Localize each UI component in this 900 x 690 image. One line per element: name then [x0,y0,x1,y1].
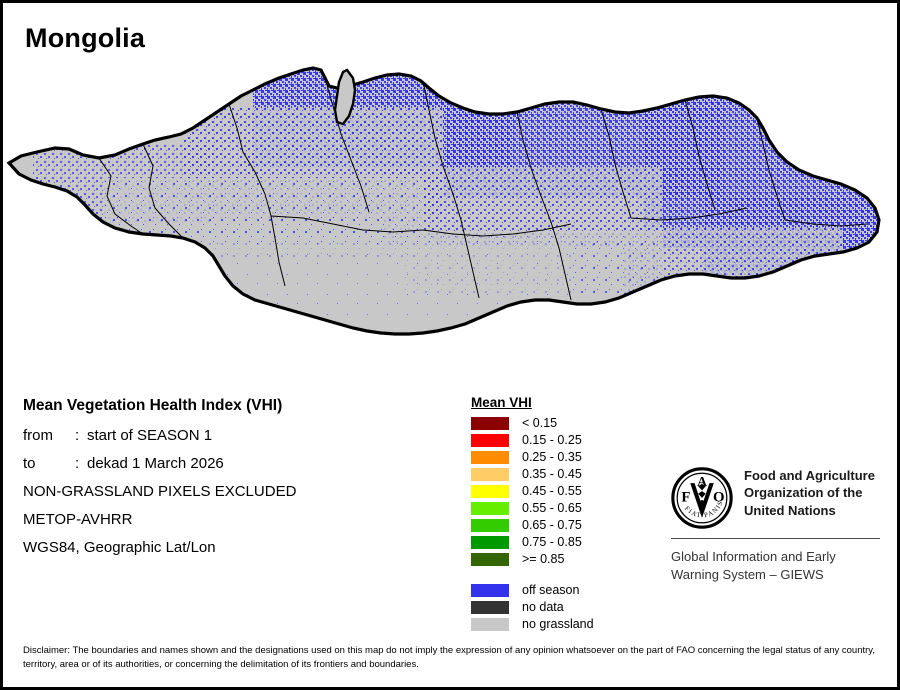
legend-swatch-nograssland [471,617,509,631]
legend-swatch-vhi-0 [471,416,509,430]
mongolia-map-svg [6,66,881,336]
giews-programme-name: Global Information and Early Warning Sys… [671,548,886,583]
info-key-from: from [23,427,53,444]
giews-line-2: Warning System – GIEWS [671,566,824,582]
fao-logo-icon: F A O FIAT PANIS [671,467,733,529]
legend-row-vhi-2: 0.25 - 0.35 [471,449,651,465]
svg-text:F: F [681,490,690,506]
legend-swatch-vhi-4 [471,484,509,498]
fao-name-line-2: Organization of the [744,485,863,501]
legend-label-vhi-1: 0.15 - 0.25 [522,433,582,447]
country-border [6,66,881,336]
map-legend: Mean VHI < 0.15 0.15 - 0.25 0.25 - 0.35 … [471,394,651,633]
legend-row-offseason: off season [471,582,651,598]
info-value-from: start of SEASON 1 [87,427,213,444]
map-canvas [3,48,897,378]
map-info-block: Mean Vegetation Health Index (VHI) from … [23,397,453,567]
legend-row-nodata: no data [471,599,651,615]
svg-text:O: O [713,490,725,506]
giews-line-1: Global Information and Early [671,549,836,564]
legend-swatch-nodata [471,600,509,614]
legend-row-vhi-5: 0.55 - 0.65 [471,500,651,516]
legend-swatch-vhi-5 [471,501,509,515]
info-colon-from: : [75,427,80,444]
legend-label-vhi-4: 0.45 - 0.55 [522,484,582,498]
legend-swatch-vhi-2 [471,450,509,464]
info-line-projection: WGS84, Geographic Lat/Lon [23,539,216,556]
legend-title: Mean VHI [471,395,532,410]
info-row-from: from : start of SEASON 1 [23,427,453,444]
legend-row-vhi-0: < 0.15 [471,415,651,431]
info-value-to: dekad 1 March 2026 [87,455,224,472]
legend-swatch-offseason [471,583,509,597]
legend-label-vhi-7: 0.75 - 0.85 [522,535,582,549]
fao-divider [671,538,880,539]
legend-swatch-vhi-3 [471,467,509,481]
fao-logo-row: F A O FIAT PANIS Food and Agriculture Or… [671,467,886,529]
legend-label-vhi-3: 0.35 - 0.45 [522,467,582,481]
legend-row-vhi-1: 0.15 - 0.25 [471,432,651,448]
legend-spacer [471,568,651,582]
legend-label-vhi-8: >= 0.85 [522,552,565,566]
province-boundaries [98,77,868,301]
legend-label-offseason: off season [522,583,580,597]
info-heading: Mean Vegetation Health Index (VHI) [23,397,283,414]
legend-label-vhi-2: 0.25 - 0.35 [522,450,582,464]
legend-label-vhi-5: 0.55 - 0.65 [522,501,582,515]
legend-row-nograssland: no grassland [471,616,651,632]
legend-label-vhi-6: 0.65 - 0.75 [522,518,582,532]
legend-row-vhi-3: 0.35 - 0.45 [471,466,651,482]
legend-row-vhi-4: 0.45 - 0.55 [471,483,651,499]
svg-text:A: A [697,474,707,489]
info-key-to: to [23,455,36,472]
fao-name-line-1: Food and Agriculture [744,468,875,483]
legend-swatch-vhi-6 [471,518,509,532]
fao-branding-block: F A O FIAT PANIS Food and Agriculture Or… [671,467,886,583]
lake-khovsgol [333,68,357,126]
info-row-to: to : dekad 1 March 2026 [23,455,453,472]
info-line-sensor: METOP-AVHRR [23,511,133,528]
fao-organization-name: Food and Agriculture Organization of the… [744,467,875,519]
info-line-exclusion: NON-GRASSLAND PIXELS EXCLUDED [23,483,297,500]
legend-row-vhi-7: 0.75 - 0.85 [471,534,651,550]
legend-swatch-vhi-8 [471,552,509,566]
legend-label-nograssland: no grassland [522,617,594,631]
legend-label-vhi-0: < 0.15 [522,416,558,430]
legend-swatch-vhi-1 [471,433,509,447]
disclaimer-text: Disclaimer: The boundaries and names sho… [23,645,875,671]
legend-label-nodata: no data [522,600,564,614]
page-title: Mongolia [25,23,146,53]
info-colon-to: : [75,455,80,472]
legend-row-vhi-8: >= 0.85 [471,551,651,567]
fao-name-line-3: United Nations [744,502,836,518]
legend-swatch-vhi-7 [471,535,509,549]
legend-row-vhi-6: 0.65 - 0.75 [471,517,651,533]
